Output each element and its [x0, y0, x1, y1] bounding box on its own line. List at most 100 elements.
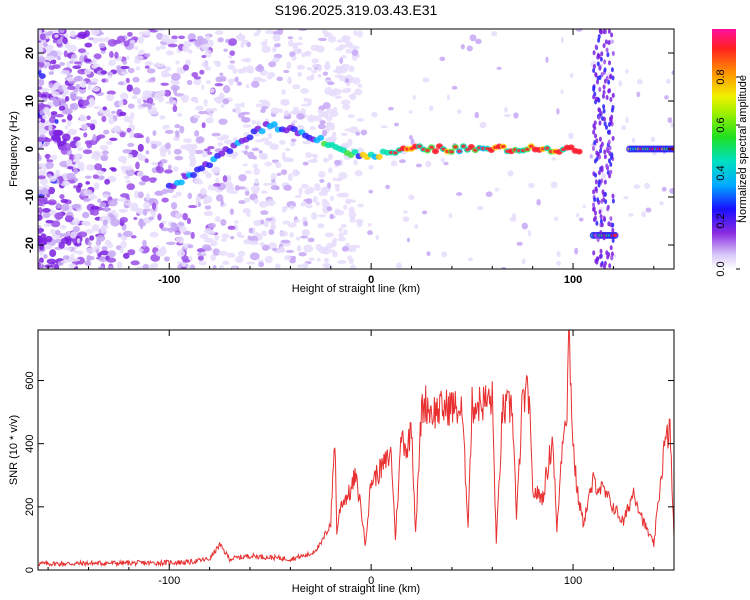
y-tick-label: -20 — [24, 237, 36, 253]
heatmap-cell — [173, 148, 182, 155]
heatmap-cell — [316, 258, 321, 262]
heatmap-cell — [443, 161, 449, 166]
heatmap-cell — [66, 61, 71, 69]
heatmap-cell — [393, 122, 400, 127]
heatmap-cell — [108, 117, 115, 125]
spectrogram-xlabel: Height of straight line (km) — [292, 283, 420, 295]
heatmap-cell — [56, 138, 62, 144]
heatmap-cell — [607, 122, 611, 128]
heatmap-cell — [605, 146, 609, 152]
heatmap-cell — [598, 29, 602, 34]
heatmap-cell — [204, 66, 211, 71]
heatmap-cell — [270, 172, 277, 180]
snr-ticks: -100 0 100 0 200 400 600 — [24, 330, 674, 587]
heatmap-cell — [529, 144, 534, 148]
heatmap-cell — [211, 132, 221, 137]
heatmap-cell — [38, 225, 42, 229]
heatmap-cell — [274, 263, 281, 269]
heatmap-cell — [422, 77, 430, 83]
heatmap-cell — [160, 82, 169, 86]
heatmap-cell — [59, 62, 65, 66]
heatmap-cell — [137, 134, 145, 139]
heatmap-cell — [38, 66, 42, 71]
heatmap-cell — [106, 140, 113, 145]
heatmap-cell — [203, 200, 209, 205]
heatmap-cell — [611, 198, 615, 204]
heatmap-cell — [131, 95, 138, 100]
heatmap-cell — [59, 194, 65, 200]
heatmap-cell — [172, 105, 178, 113]
heatmap-cell — [84, 58, 92, 63]
heatmap-cell — [214, 83, 224, 87]
heatmap-cell — [205, 172, 212, 179]
heatmap-cell — [253, 167, 261, 176]
heatmap-cell — [84, 42, 93, 48]
heatmap-cell — [576, 212, 580, 218]
heatmap-cell — [596, 152, 600, 158]
heatmap-cell — [226, 252, 236, 258]
heatmap-cell — [269, 143, 279, 151]
heatmap-cell — [40, 187, 49, 196]
heatmap-cell — [43, 254, 48, 259]
heatmap-cell — [132, 76, 140, 83]
heatmap-cell — [317, 123, 326, 130]
heatmap-cell — [205, 34, 210, 41]
heatmap-cell — [157, 95, 165, 103]
heatmap-cell — [276, 76, 283, 82]
heatmap-cell — [221, 233, 230, 239]
heatmap-cell — [101, 150, 109, 155]
heatmap-cell — [84, 175, 92, 179]
heatmap-cell — [144, 53, 151, 58]
heatmap-cell — [287, 36, 294, 40]
heatmap-cell — [272, 247, 278, 252]
heatmap-cell — [474, 111, 479, 119]
heatmap-cell — [146, 68, 156, 74]
heatmap-cell — [179, 144, 189, 150]
heatmap-cell — [347, 114, 355, 119]
heatmap-cell — [592, 94, 596, 100]
heatmap-cell — [437, 144, 442, 148]
snr-background — [38, 330, 674, 570]
heatmap-cell — [609, 169, 613, 175]
heatmap-cell — [58, 105, 66, 111]
heatmap-cell — [460, 44, 465, 50]
heatmap-cell — [174, 155, 184, 161]
heatmap-cell — [645, 207, 652, 213]
heatmap-cell — [311, 58, 319, 64]
heatmap-cell — [244, 187, 249, 192]
heatmap-cell — [151, 143, 157, 150]
heatmap-cell — [56, 55, 61, 61]
heatmap-cell — [187, 192, 193, 200]
heatmap-cell — [137, 97, 142, 105]
heatmap-cell — [258, 99, 269, 104]
heatmap-cell — [242, 66, 247, 74]
heatmap-cell — [593, 210, 597, 216]
heatmap-cell — [40, 177, 48, 186]
heatmap-cell — [60, 198, 69, 204]
heatmap-cell — [213, 182, 221, 187]
heatmap-cell — [341, 246, 349, 252]
colorbar-tick-label: 0.4 — [715, 165, 727, 180]
heatmap-cell — [167, 149, 172, 156]
heatmap-cell — [348, 206, 355, 214]
heatmap-cell — [69, 30, 76, 38]
snr-frame — [37, 329, 675, 571]
heatmap-cell — [75, 141, 81, 148]
heatmap-cell — [433, 149, 438, 153]
heatmap-cell — [102, 106, 107, 111]
heatmap-cell — [161, 188, 169, 195]
heatmap-cell — [268, 242, 277, 250]
heatmap-cell — [114, 51, 119, 59]
heatmap-cell — [465, 148, 470, 152]
heatmap-cell — [92, 174, 99, 179]
heatmap-cell — [195, 115, 201, 119]
y-tick-label: 10 — [24, 95, 36, 107]
heatmap-cell — [551, 156, 557, 161]
heatmap-cell — [650, 136, 655, 143]
heatmap-cell — [624, 68, 629, 74]
heatmap-cell — [327, 81, 335, 86]
heatmap-cell — [63, 142, 72, 151]
heatmap-cell — [234, 103, 243, 107]
heatmap-cell — [208, 112, 214, 117]
heatmap-cell — [328, 112, 335, 118]
